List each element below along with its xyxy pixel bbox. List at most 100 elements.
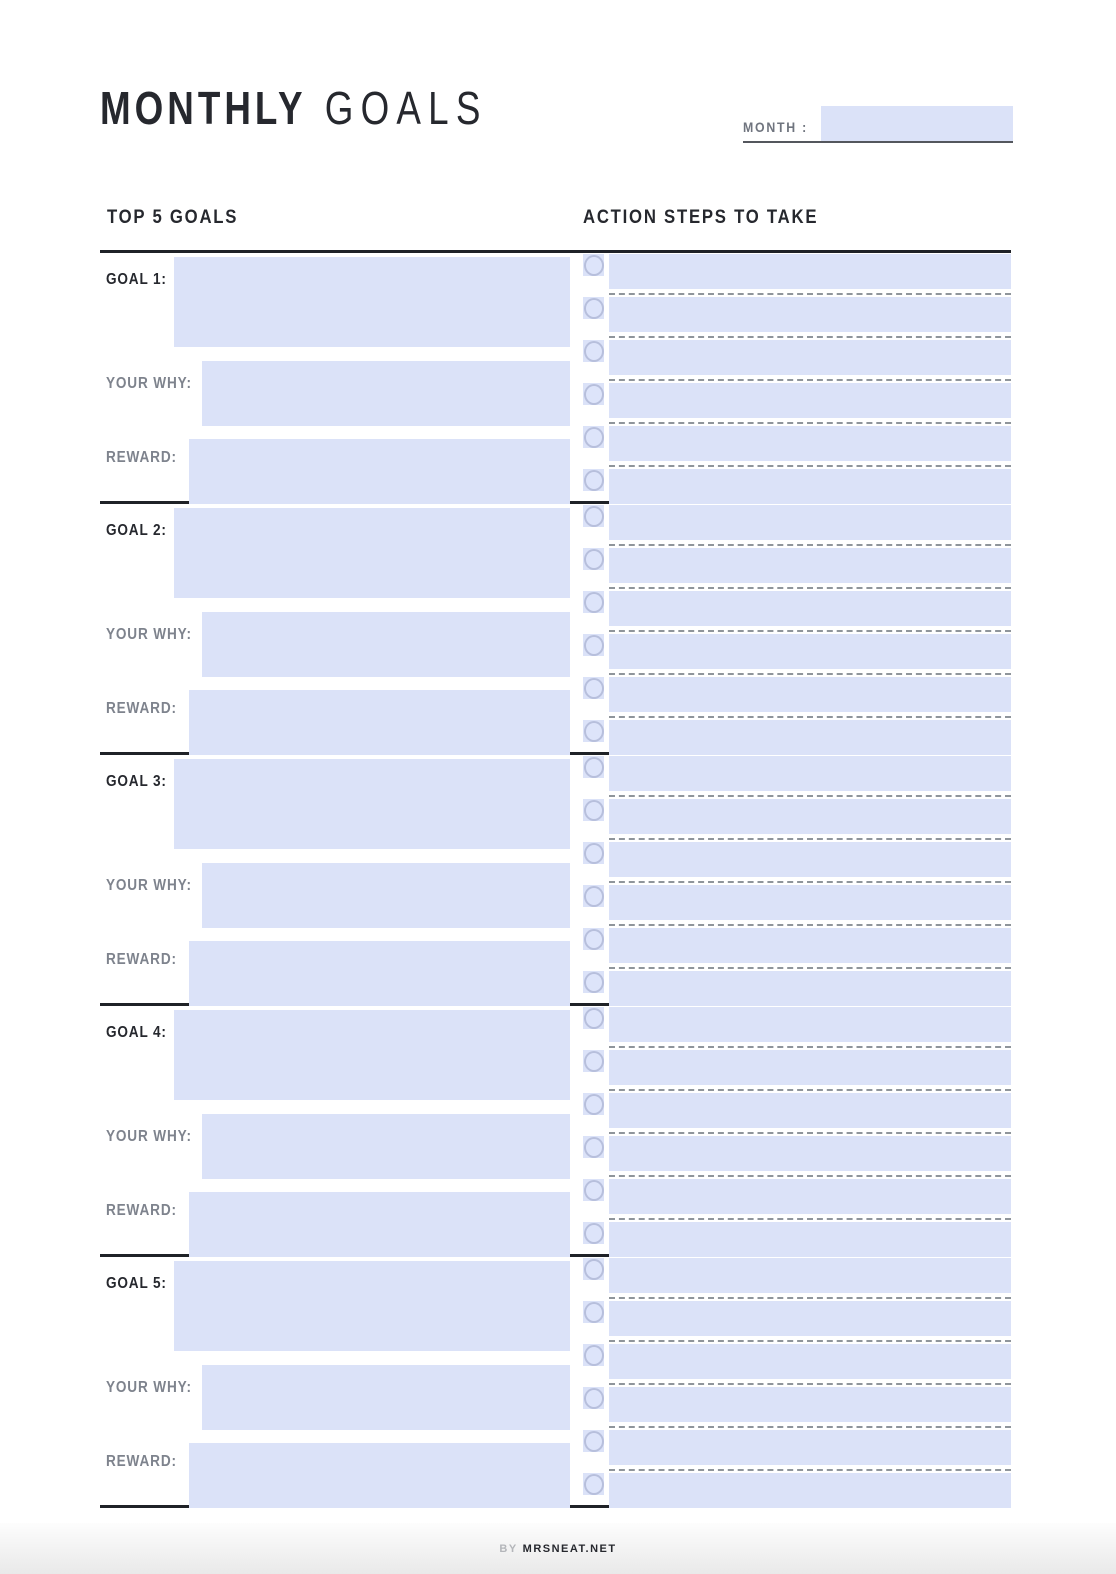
why-label: YOUR WHY: <box>105 626 192 643</box>
action-step-input[interactable] <box>609 505 1011 540</box>
action-step-input[interactable] <box>609 1093 1011 1128</box>
action-step-checkbox[interactable] <box>583 1430 604 1452</box>
action-step-checkbox[interactable] <box>583 469 604 491</box>
why-field-row: YOUR WHY: <box>100 863 570 928</box>
action-step-input[interactable] <box>609 1007 1011 1042</box>
reward-label: REWARD: <box>105 700 177 717</box>
action-step-row <box>583 1473 1011 1508</box>
action-step-checkbox[interactable] <box>583 928 604 950</box>
reward-field-row: REWARD: <box>100 439 570 504</box>
action-step-checkbox[interactable] <box>583 1136 604 1158</box>
month-field-group: MONTH : <box>743 106 1013 143</box>
action-step-checkbox[interactable] <box>583 340 604 362</box>
action-step-checkbox[interactable] <box>583 426 604 448</box>
action-step-input[interactable] <box>609 340 1011 375</box>
action-step-input[interactable] <box>609 254 1011 289</box>
action-step-input[interactable] <box>609 885 1011 920</box>
reward-input[interactable] <box>189 941 570 1006</box>
action-step-checkbox[interactable] <box>583 1179 604 1201</box>
why-input[interactable] <box>202 1114 570 1179</box>
why-input[interactable] <box>202 361 570 426</box>
action-step-checkbox[interactable] <box>583 1301 604 1323</box>
reward-label: REWARD: <box>105 951 177 968</box>
action-step-checkbox[interactable] <box>583 1473 604 1495</box>
goal-section-left-column: GOAL 4: YOUR WHY: REWARD: <box>100 1006 570 1257</box>
goal-section: GOAL 4: YOUR WHY: REWARD: <box>100 1006 1011 1257</box>
action-step-row <box>583 426 1011 467</box>
action-step-input[interactable] <box>609 548 1011 583</box>
goal-input[interactable] <box>174 759 570 849</box>
goal-field-row: GOAL 1: <box>100 257 570 347</box>
goal-input[interactable] <box>174 508 570 598</box>
goal-input[interactable] <box>174 257 570 347</box>
action-step-checkbox[interactable] <box>583 297 604 319</box>
action-step-checkbox[interactable] <box>583 799 604 821</box>
why-label: YOUR WHY: <box>105 375 192 392</box>
reward-field-row: REWARD: <box>100 1443 570 1508</box>
action-step-input[interactable] <box>609 1136 1011 1171</box>
action-step-input[interactable] <box>609 971 1011 1006</box>
action-step-checkbox[interactable] <box>583 971 604 993</box>
action-step-input[interactable] <box>609 1222 1011 1257</box>
why-field-row: YOUR WHY: <box>100 1365 570 1430</box>
action-step-checkbox[interactable] <box>583 1007 604 1029</box>
action-step-checkbox[interactable] <box>583 1387 604 1409</box>
why-input[interactable] <box>202 863 570 928</box>
action-step-checkbox[interactable] <box>583 254 604 276</box>
action-step-row <box>583 799 1011 840</box>
goal-section-left-column: GOAL 1: YOUR WHY: REWARD: <box>100 253 570 504</box>
action-step-input[interactable] <box>609 426 1011 461</box>
action-step-checkbox[interactable] <box>583 885 604 907</box>
action-step-input[interactable] <box>609 756 1011 791</box>
action-step-checkbox[interactable] <box>583 634 604 656</box>
reward-field-row: REWARD: <box>100 690 570 755</box>
goal-sections: GOAL 1: YOUR WHY: REWARD: GOAL 2: YOUR W… <box>100 250 1011 1508</box>
action-step-checkbox[interactable] <box>583 505 604 527</box>
action-step-input[interactable] <box>609 469 1011 504</box>
action-step-input[interactable] <box>609 677 1011 712</box>
action-step-checkbox[interactable] <box>583 548 604 570</box>
reward-input[interactable] <box>189 1443 570 1508</box>
goal-input[interactable] <box>174 1261 570 1351</box>
action-step-input[interactable] <box>609 720 1011 755</box>
action-step-input[interactable] <box>609 634 1011 669</box>
reward-input[interactable] <box>189 439 570 504</box>
reward-input[interactable] <box>189 1192 570 1257</box>
action-step-input[interactable] <box>609 1473 1011 1508</box>
action-step-checkbox[interactable] <box>583 1344 604 1366</box>
action-step-input[interactable] <box>609 1430 1011 1465</box>
action-step-input[interactable] <box>609 1050 1011 1085</box>
action-step-input[interactable] <box>609 1387 1011 1422</box>
reward-input[interactable] <box>189 690 570 755</box>
action-step-checkbox[interactable] <box>583 591 604 613</box>
action-step-row <box>583 1344 1011 1385</box>
action-step-input[interactable] <box>609 591 1011 626</box>
action-step-checkbox[interactable] <box>583 842 604 864</box>
footer: BY MRSNEAT.NET <box>0 1523 1116 1574</box>
action-step-checkbox[interactable] <box>583 1258 604 1280</box>
action-step-input[interactable] <box>609 842 1011 877</box>
action-step-input[interactable] <box>609 1301 1011 1336</box>
action-step-checkbox[interactable] <box>583 383 604 405</box>
action-step-input[interactable] <box>609 297 1011 332</box>
action-step-checkbox[interactable] <box>583 1050 604 1072</box>
goal-input[interactable] <box>174 1010 570 1100</box>
action-step-input[interactable] <box>609 1179 1011 1214</box>
action-step-checkbox[interactable] <box>583 756 604 778</box>
action-step-input[interactable] <box>609 1258 1011 1293</box>
action-step-input[interactable] <box>609 383 1011 418</box>
action-step-input[interactable] <box>609 1344 1011 1379</box>
action-step-checkbox[interactable] <box>583 677 604 699</box>
action-step-checkbox[interactable] <box>583 720 604 742</box>
goal-field-row: GOAL 3: <box>100 759 570 849</box>
action-step-checkbox[interactable] <box>583 1093 604 1115</box>
action-step-input[interactable] <box>609 799 1011 834</box>
why-input[interactable] <box>202 1365 570 1430</box>
action-step-checkbox[interactable] <box>583 1222 604 1244</box>
action-step-input[interactable] <box>609 928 1011 963</box>
month-input[interactable] <box>820 106 1013 141</box>
why-input[interactable] <box>202 612 570 677</box>
reward-label: REWARD: <box>105 1453 177 1470</box>
action-step-row <box>583 842 1011 883</box>
